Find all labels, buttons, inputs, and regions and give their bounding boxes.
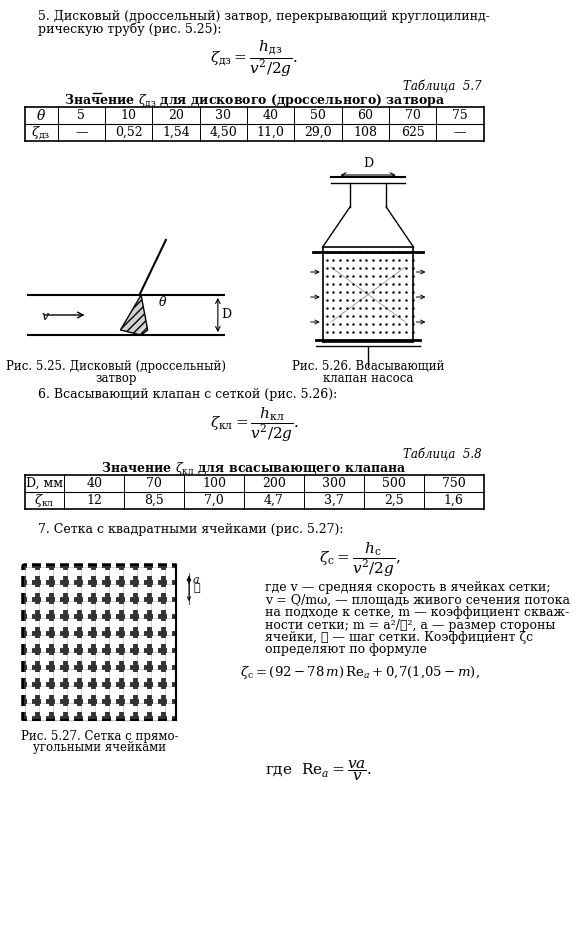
Text: 60: 60 xyxy=(357,109,373,122)
Text: затвор: затвор xyxy=(96,372,137,385)
Text: 7,0: 7,0 xyxy=(204,494,224,507)
Text: 5: 5 xyxy=(78,109,85,122)
Text: $\zeta_{\rm дз} = \dfrac{h_{\rm дз}}{v^2/2g}.$: $\zeta_{\rm дз} = \dfrac{h_{\rm дз}}{v^2… xyxy=(210,38,298,79)
Text: $\zeta_{\rm кл} = \dfrac{h_{\rm кл}}{v^2/2g}.$: $\zeta_{\rm кл} = \dfrac{h_{\rm кл}}{v^2… xyxy=(210,406,298,445)
Text: 7. Сетка с квадратными ячейками (рис. 5.27):: 7. Сетка с квадратными ячейками (рис. 5.… xyxy=(38,523,343,536)
Text: 70: 70 xyxy=(405,109,420,122)
Text: 750: 750 xyxy=(442,477,465,490)
Text: 100: 100 xyxy=(202,477,226,490)
Text: 75: 75 xyxy=(452,109,468,122)
Text: ности сетки; m = a²/ℓ², a — размер стороны: ности сетки; m = a²/ℓ², a — размер сторо… xyxy=(265,618,555,632)
Text: 108: 108 xyxy=(353,126,377,139)
Text: 625: 625 xyxy=(401,126,425,139)
Text: 50: 50 xyxy=(310,109,326,122)
Text: 300: 300 xyxy=(322,477,346,490)
Text: Таблица  5.8: Таблица 5.8 xyxy=(404,448,482,461)
Text: 8,5: 8,5 xyxy=(144,494,164,507)
Text: Значение $\zeta_{\rm кл}$ для всасывающего клапана: Значение $\zeta_{\rm кл}$ для всасывающе… xyxy=(102,460,407,477)
Text: $\zeta_{\rm кл}$: $\zeta_{\rm кл}$ xyxy=(34,492,55,509)
Text: 40: 40 xyxy=(263,109,279,122)
Text: рическую трубу (рис. 5.25):: рическую трубу (рис. 5.25): xyxy=(38,22,221,35)
Text: 20: 20 xyxy=(168,109,184,122)
Text: 2,5: 2,5 xyxy=(384,494,404,507)
Text: 4,50: 4,50 xyxy=(210,126,237,139)
Text: $\theta$: $\theta$ xyxy=(158,295,167,309)
Text: D, мм: D, мм xyxy=(26,477,63,490)
Text: v = Q/mω, — площадь живого сечения потока: v = Q/mω, — площадь живого сечения поток… xyxy=(265,594,570,606)
Text: на подходе к сетке, m — коэффициент скваж-: на подходе к сетке, m — коэффициент сква… xyxy=(265,606,569,619)
Text: Рис. 5.25. Дисковый (дроссельный): Рис. 5.25. Дисковый (дроссельный) xyxy=(6,360,227,373)
Text: где  $\mathrm{Re}_a = \dfrac{va}{v}.$: где $\mathrm{Re}_a = \dfrac{va}{v}.$ xyxy=(265,758,372,783)
Text: 29,0: 29,0 xyxy=(304,126,332,139)
Text: $\zeta_{\rm дз}$: $\zeta_{\rm дз}$ xyxy=(32,124,51,141)
Text: клапан насоса: клапан насоса xyxy=(323,372,413,385)
Text: Таблица  5.7: Таблица 5.7 xyxy=(404,80,482,93)
Text: 30: 30 xyxy=(215,109,231,122)
Text: 1,54: 1,54 xyxy=(162,126,190,139)
Text: 70: 70 xyxy=(146,477,162,490)
Text: v: v xyxy=(41,310,48,322)
Text: 10: 10 xyxy=(121,109,137,122)
Text: 200: 200 xyxy=(262,477,286,490)
Text: Значение $\zeta_{\rm дз}$ для дискового (дроссельного) затвора: Значение $\zeta_{\rm дз}$ для дискового … xyxy=(64,92,445,108)
Text: Рис. 5.27. Сетка с прямо-: Рис. 5.27. Сетка с прямо- xyxy=(20,730,178,743)
Text: определяют по формуле: определяют по формуле xyxy=(265,643,427,656)
Text: 40: 40 xyxy=(86,477,102,490)
Text: 6. Всасывающий клапан с сеткой (рис. 5.26):: 6. Всасывающий клапан с сеткой (рис. 5.2… xyxy=(38,388,337,401)
Text: $\zeta_{\rm c} = (92 - 78\,m)\,\mathrm{Re}_a + 0{,}7(1{,}05 - m),$: $\zeta_{\rm c} = (92 - 78\,m)\,\mathrm{R… xyxy=(240,664,480,681)
Text: угольными ячейками: угольными ячейками xyxy=(33,741,166,754)
Text: 5. Дисковый (дроссельный) затвор, перекрывающий круглоцилинд-: 5. Дисковый (дроссельный) затвор, перекр… xyxy=(38,10,490,23)
Text: 12: 12 xyxy=(86,494,102,507)
Text: 4,7: 4,7 xyxy=(264,494,284,507)
Text: $\theta$: $\theta$ xyxy=(36,108,46,123)
Text: D: D xyxy=(221,309,231,321)
Text: —: — xyxy=(454,126,466,139)
Text: ℓ: ℓ xyxy=(193,583,200,594)
Text: ячейки, ℓ — шаг сетки. Коэффициент ζс: ячейки, ℓ — шаг сетки. Коэффициент ζс xyxy=(265,631,533,644)
Text: D: D xyxy=(363,157,373,170)
Text: где v — средняя скорость в ячейках сетки;: где v — средняя скорость в ячейках сетки… xyxy=(265,581,550,594)
Text: Рис. 5.26. Всасывающий: Рис. 5.26. Всасывающий xyxy=(292,360,444,373)
Text: 11,0: 11,0 xyxy=(257,126,284,139)
Text: —: — xyxy=(75,126,88,139)
Text: 3,7: 3,7 xyxy=(324,494,344,507)
Text: 500: 500 xyxy=(382,477,406,490)
Text: 0,52: 0,52 xyxy=(115,126,142,139)
Text: $\zeta_{\rm c} = \dfrac{h_{\rm c}}{v^2/2g},$: $\zeta_{\rm c} = \dfrac{h_{\rm c}}{v^2/2… xyxy=(319,541,401,580)
Polygon shape xyxy=(120,295,148,335)
Text: a: a xyxy=(193,575,200,585)
Text: 1,6: 1,6 xyxy=(444,494,464,507)
